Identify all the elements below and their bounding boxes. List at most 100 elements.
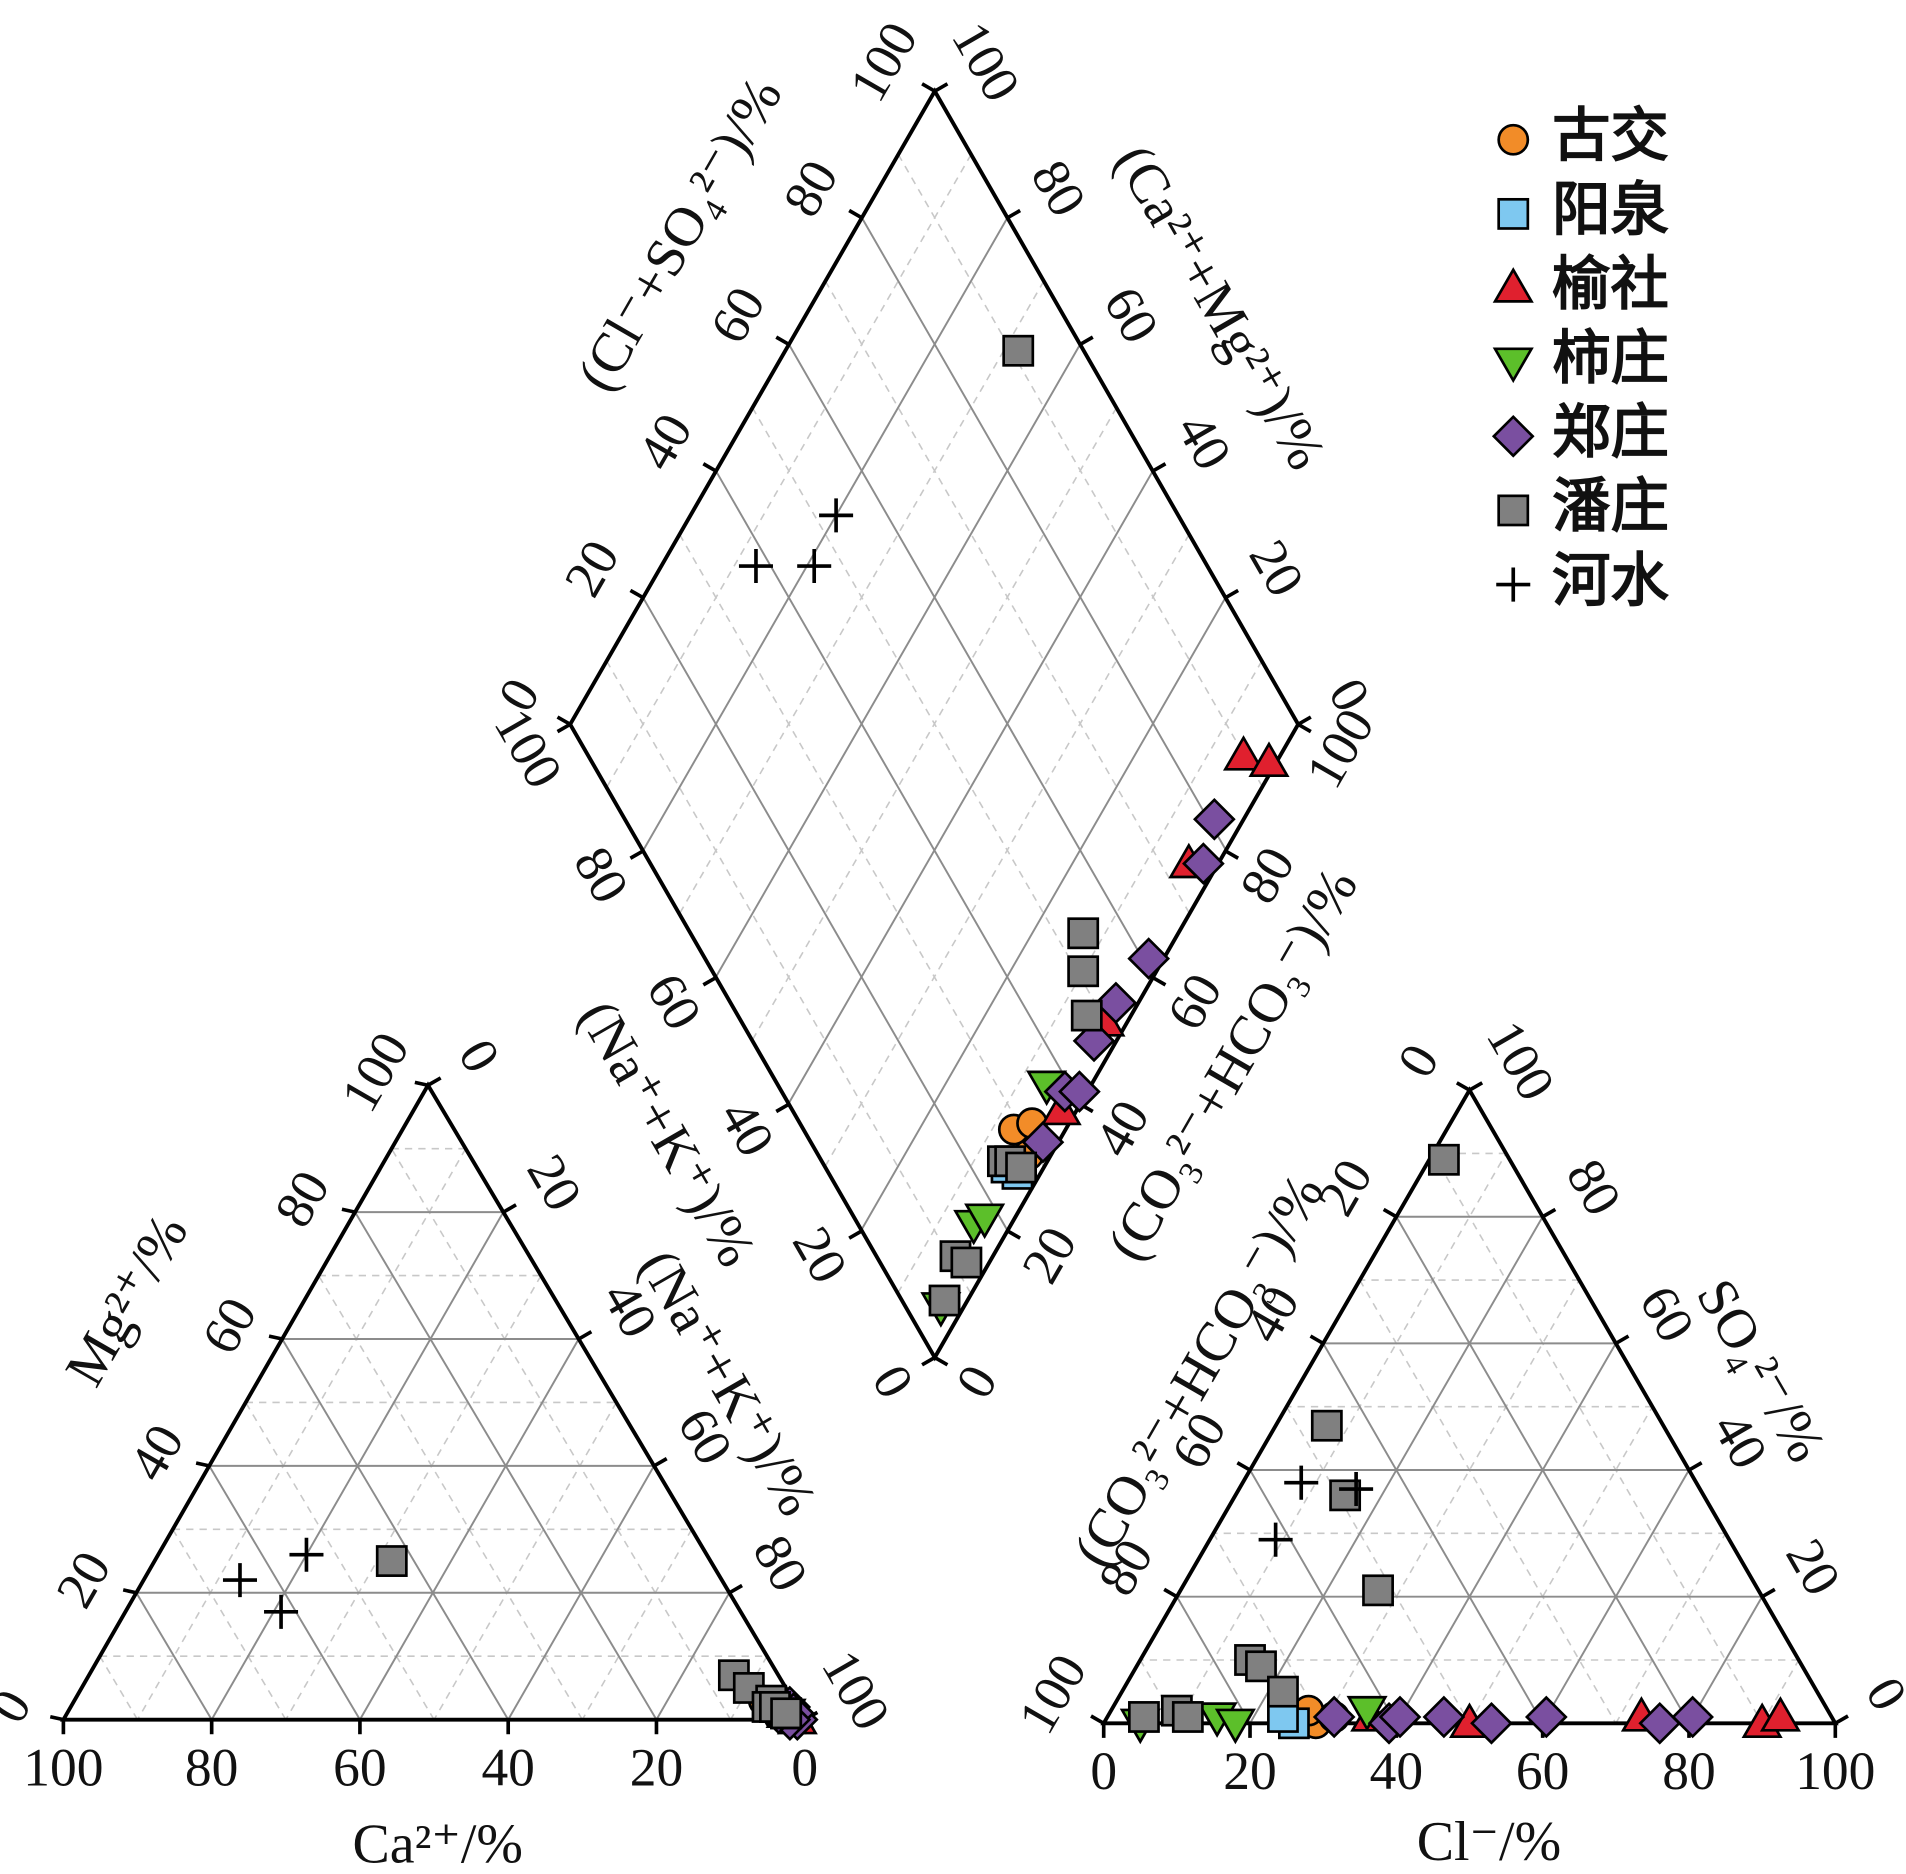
anion-point bbox=[1470, 1701, 1513, 1745]
cation-point bbox=[375, 1545, 408, 1577]
minor-grid-line bbox=[390, 1148, 732, 1721]
tick-label: 100 bbox=[810, 1640, 902, 1739]
tick-label: 20 bbox=[630, 1737, 683, 1797]
anion-point bbox=[1310, 1409, 1343, 1442]
tick-label: 80 bbox=[1555, 1149, 1634, 1225]
diamond-point bbox=[928, 1284, 961, 1317]
grid-line bbox=[788, 343, 1155, 979]
diamond-point bbox=[797, 549, 832, 584]
grid-line bbox=[642, 597, 1009, 1232]
diamond-point bbox=[1193, 797, 1236, 841]
diamond-point bbox=[964, 1203, 1006, 1240]
grid-line bbox=[787, 470, 1154, 1105]
diamond-point bbox=[1005, 1151, 1038, 1184]
legend-label: 潘庄 bbox=[1552, 474, 1669, 539]
anion-point bbox=[1759, 1696, 1801, 1732]
tick-label: 20 bbox=[781, 1217, 860, 1293]
tick-mark bbox=[1541, 1207, 1557, 1219]
grid-line bbox=[860, 597, 1227, 1232]
legend-marker bbox=[1491, 414, 1535, 458]
tick-mark bbox=[629, 588, 645, 600]
anion-point bbox=[1671, 1695, 1714, 1739]
tick-mark bbox=[1297, 722, 1312, 734]
cation-point bbox=[222, 1563, 257, 1598]
tick-mark bbox=[1006, 208, 1022, 220]
tick-label: 20 bbox=[1774, 1529, 1853, 1605]
tick-label: 100 bbox=[329, 1022, 421, 1121]
tick-label: 20 bbox=[1223, 1741, 1276, 1801]
grid-line bbox=[1395, 1342, 1617, 1724]
tick-mark bbox=[1224, 849, 1240, 860]
diamond-point bbox=[1067, 917, 1100, 950]
tick-label: 100 bbox=[837, 12, 929, 111]
diamond-point bbox=[950, 1246, 983, 1279]
diamond-point bbox=[1094, 981, 1138, 1025]
legend-marker bbox=[1497, 197, 1530, 230]
minor-grid-line bbox=[605, 154, 972, 789]
tick-mark bbox=[414, 1080, 429, 1088]
anion-point bbox=[1214, 1708, 1256, 1745]
tick-mark bbox=[556, 715, 572, 726]
tick-label: 100 bbox=[483, 698, 575, 797]
anion-point bbox=[1422, 1695, 1466, 1739]
tick-mark bbox=[775, 1102, 790, 1114]
tick-label: 20 bbox=[44, 1541, 123, 1617]
diamond-point bbox=[819, 498, 854, 533]
minor-grid-line bbox=[1359, 1279, 1617, 1724]
tick-mark bbox=[49, 1714, 64, 1722]
minor-grid-line bbox=[1285, 1406, 1471, 1724]
tick-label: 20 bbox=[1010, 1217, 1089, 1293]
grid-line bbox=[1322, 1342, 1544, 1724]
grid-line bbox=[135, 1592, 213, 1721]
minor-grid-line bbox=[285, 1275, 542, 1721]
tick-label: 80 bbox=[1020, 150, 1099, 226]
diamond-point bbox=[1070, 999, 1103, 1032]
tick-label: 60 bbox=[698, 277, 777, 353]
tick-mark bbox=[1151, 462, 1167, 473]
tick-mark bbox=[577, 1330, 593, 1341]
minor-grid-line bbox=[99, 1655, 139, 1721]
anion-point bbox=[1346, 1695, 1388, 1732]
anion-point bbox=[1312, 1695, 1356, 1739]
diamond-point bbox=[1067, 955, 1100, 988]
tick-mark bbox=[1297, 715, 1312, 726]
minor-grid-line bbox=[751, 407, 1118, 1042]
minor-grid-line bbox=[1615, 1532, 1727, 1724]
tick-mark bbox=[933, 1355, 949, 1367]
diamond-point bbox=[1182, 842, 1225, 885]
minor-grid-line bbox=[678, 280, 1045, 915]
anion-point bbox=[1427, 1143, 1460, 1176]
tick-label: 100 bbox=[1294, 698, 1386, 797]
tick-mark bbox=[1151, 976, 1167, 987]
tick-mark bbox=[1688, 1461, 1703, 1472]
tick-mark bbox=[1006, 1229, 1022, 1240]
tick-mark bbox=[1761, 1587, 1776, 1599]
minor-grid-line bbox=[1212, 1532, 1324, 1724]
tick-mark bbox=[556, 722, 572, 734]
legend-marker bbox=[1496, 567, 1531, 602]
grid-line bbox=[861, 217, 1228, 852]
tick-mark bbox=[921, 82, 936, 93]
tick-label: 60 bbox=[333, 1737, 386, 1797]
tick-mark bbox=[702, 976, 717, 987]
minor-grid-line bbox=[1468, 1406, 1654, 1724]
legend-label: 古交 bbox=[1552, 104, 1669, 169]
tick-label: 60 bbox=[1516, 1741, 1569, 1801]
tick-label: 40 bbox=[117, 1414, 196, 1490]
tick-mark bbox=[1834, 1714, 1849, 1725]
grid-line bbox=[281, 1338, 510, 1721]
anion-point bbox=[1267, 1675, 1299, 1708]
diamond-point bbox=[738, 549, 773, 584]
tick-mark bbox=[1163, 1587, 1178, 1599]
legend-marker bbox=[1492, 347, 1534, 384]
tick-mark bbox=[341, 1207, 356, 1214]
tick-label: 60 bbox=[635, 963, 714, 1039]
grid-line bbox=[714, 343, 1081, 979]
anion-point bbox=[1284, 1465, 1319, 1500]
axis-title: (Cl⁻+SO₄²⁻)/% bbox=[566, 67, 795, 401]
tick-mark bbox=[427, 1076, 442, 1087]
anion-point bbox=[1171, 1701, 1204, 1733]
tick-mark bbox=[728, 1583, 743, 1595]
minor-grid-line bbox=[136, 1148, 467, 1721]
tick-label: 0 bbox=[791, 1737, 818, 1797]
